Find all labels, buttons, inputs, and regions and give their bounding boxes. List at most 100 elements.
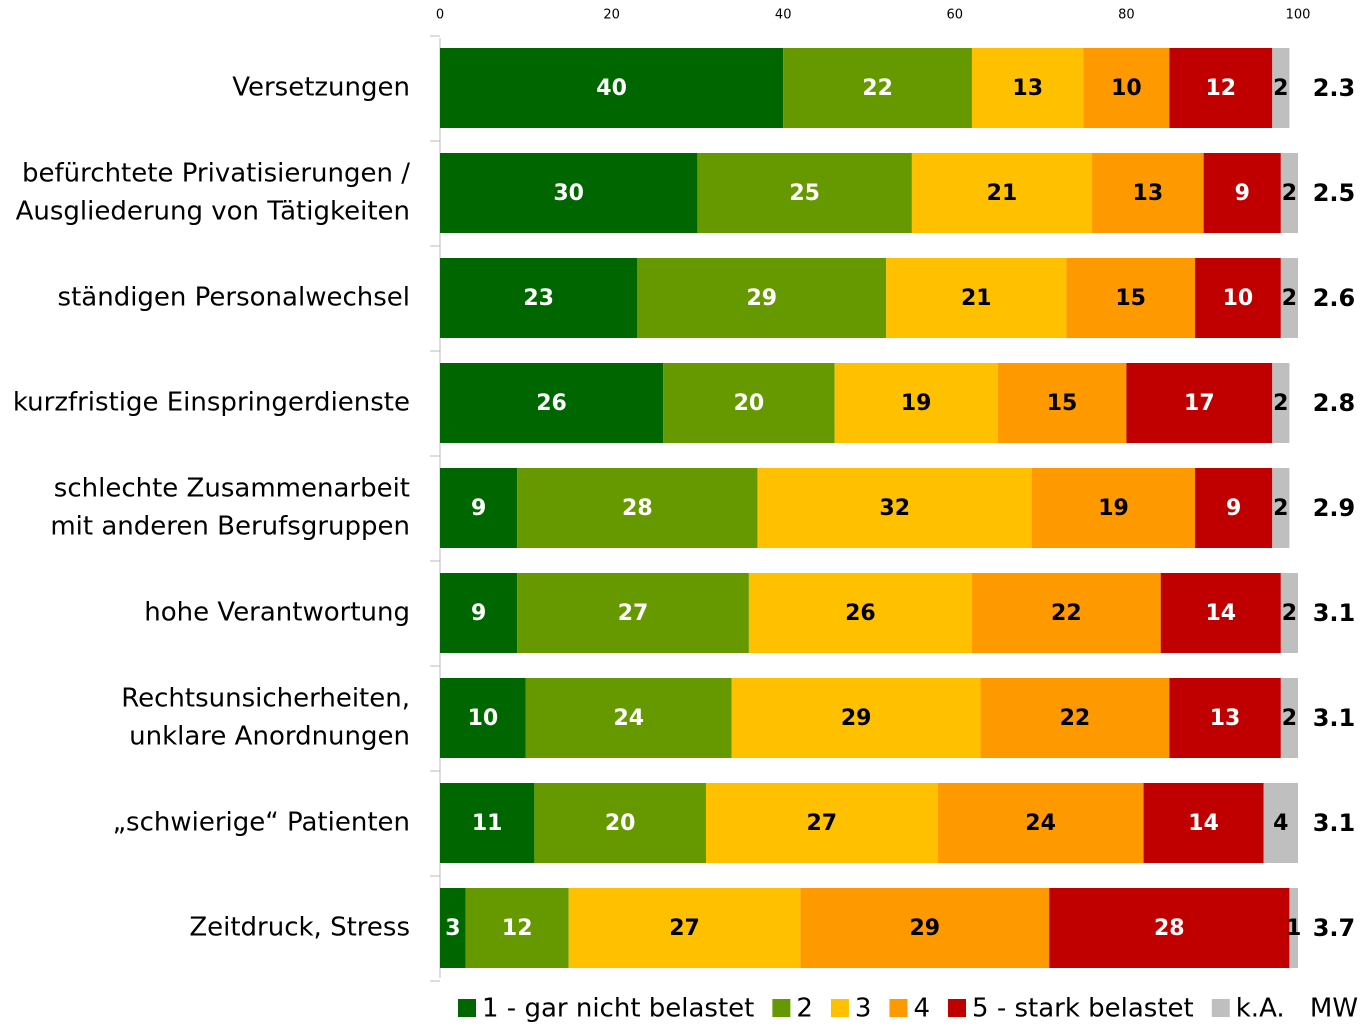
legend-swatch: [1211, 999, 1230, 1017]
legend-label: 2: [796, 994, 813, 1024]
data-label: 2: [1282, 286, 1297, 311]
bar-segment: [534, 783, 706, 863]
bar-segment: [748, 573, 972, 653]
data-label: 10: [468, 706, 499, 731]
data-label: 32: [879, 496, 910, 521]
data-label: 23: [523, 286, 554, 311]
bar-segment: [1032, 468, 1196, 548]
data-label: 13: [1133, 181, 1164, 206]
mw-value: 2.5: [1313, 179, 1356, 207]
bar-segment: [1092, 153, 1204, 233]
data-label: 2: [1273, 391, 1288, 416]
data-label: 9: [471, 601, 486, 626]
data-label: 27: [669, 916, 700, 941]
bar-segment: [440, 678, 526, 758]
data-label: 19: [901, 391, 932, 416]
data-label: 40: [596, 76, 627, 101]
legend-swatch: [889, 999, 908, 1017]
bar-segment: [1203, 153, 1281, 233]
category-label: hohe Verantwortung: [144, 598, 410, 628]
bar-segment: [440, 573, 518, 653]
bar-segment: [440, 48, 784, 128]
bar-segment: [731, 678, 981, 758]
x-tick-label: 40: [775, 8, 792, 23]
bar-segment: [1169, 678, 1281, 758]
bar-segment: [834, 363, 998, 443]
bar-segment: [517, 468, 758, 548]
data-label: 19: [1098, 496, 1129, 521]
data-label: 21: [987, 181, 1018, 206]
bar-segment: [440, 258, 638, 338]
data-label: 1: [1286, 916, 1301, 941]
data-label: 29: [746, 286, 777, 311]
bar-segment: [1272, 48, 1290, 128]
bar-segment: [1263, 783, 1298, 863]
mw-value: 3.1: [1313, 599, 1356, 627]
data-label: 27: [618, 601, 649, 626]
category-label: Rechtsunsicherheiten,: [121, 684, 410, 714]
category-label: kurzfristige Einspringerdienste: [13, 388, 410, 418]
data-label: 9: [1226, 496, 1241, 521]
data-label: 9: [1235, 181, 1250, 206]
bar-segment: [937, 783, 1144, 863]
x-tick-label: 80: [1118, 8, 1135, 23]
data-label: 20: [605, 811, 636, 836]
data-label: 14: [1205, 601, 1236, 626]
category-label: Zeitdruck, Stress: [189, 913, 410, 943]
data-label: 26: [536, 391, 567, 416]
data-label: 15: [1115, 286, 1146, 311]
bar-segment: [440, 363, 664, 443]
category-label: Ausgliederung von Tätigkeiten: [16, 197, 410, 227]
x-tick-label: 20: [603, 8, 620, 23]
data-label: 27: [806, 811, 837, 836]
data-label: 12: [1205, 76, 1236, 101]
data-label: 4: [1273, 811, 1288, 836]
mw-value: 3.7: [1313, 914, 1356, 942]
legend-swatch: [458, 999, 476, 1017]
bar-segment: [465, 888, 569, 968]
bar-segment: [1289, 888, 1298, 968]
data-label: 21: [961, 286, 992, 311]
data-label: 10: [1223, 286, 1254, 311]
x-tick-label: 60: [947, 8, 964, 23]
mw-value: 2.6: [1313, 284, 1356, 312]
data-label: 28: [622, 496, 653, 521]
data-label: 2: [1282, 181, 1297, 206]
bar-segment: [783, 48, 972, 128]
bar-segment: [440, 888, 466, 968]
mw-value: 3.1: [1313, 704, 1356, 732]
bar-segment: [1049, 888, 1290, 968]
bar-segment: [757, 468, 1033, 548]
mw-value: 2.9: [1313, 494, 1356, 522]
category-label: befürchtete Privatisierungen /: [22, 159, 410, 189]
legend-label: 5 - stark belastet: [972, 994, 1194, 1024]
mw-header: MW: [1310, 994, 1358, 1024]
bar-segment: [517, 573, 749, 653]
data-label: 2: [1273, 76, 1288, 101]
category-label: mit anderen Berufsgruppen: [50, 512, 410, 542]
bar-segment: [971, 48, 1084, 128]
data-label: 15: [1047, 391, 1078, 416]
bar-segment: [1143, 783, 1264, 863]
data-label: 28: [1154, 916, 1185, 941]
data-label: 25: [789, 181, 820, 206]
bar-segment: [1272, 468, 1290, 548]
bar-segment: [568, 888, 801, 968]
category-label: Versetzungen: [232, 73, 410, 103]
x-tick-label: 100: [1286, 8, 1311, 23]
bar-segment: [911, 153, 1093, 233]
bar-segment: [1195, 258, 1281, 338]
data-label: 17: [1184, 391, 1215, 416]
data-label: 13: [1210, 706, 1241, 731]
mw-value: 3.1: [1313, 809, 1356, 837]
bar-segment: [525, 678, 732, 758]
legend-swatch: [948, 999, 967, 1017]
bar-segment: [1195, 468, 1273, 548]
data-label: 20: [734, 391, 765, 416]
data-label: 9: [471, 496, 486, 521]
bar-segment: [971, 573, 1161, 653]
bar-segment: [440, 468, 518, 548]
bar-segment: [997, 363, 1127, 443]
data-label: 24: [613, 706, 644, 731]
bar-segment: [1169, 48, 1273, 128]
